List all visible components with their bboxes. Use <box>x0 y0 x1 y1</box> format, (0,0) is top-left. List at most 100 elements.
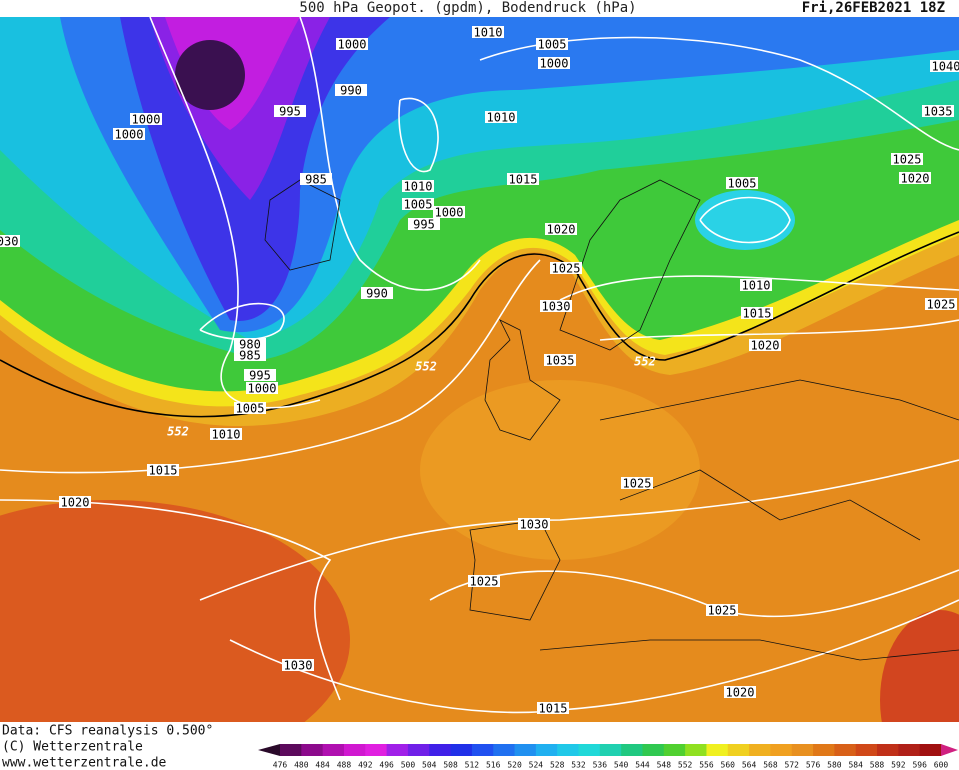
label-box <box>282 659 314 671</box>
isobar-label: 1035 <box>922 105 954 119</box>
label-box <box>335 84 367 96</box>
colorbar-swatch <box>450 744 473 756</box>
label-box <box>300 173 332 185</box>
label-text: 1000 <box>338 38 367 52</box>
isobar-label: 980 <box>234 338 266 352</box>
colorbar-swatch <box>898 744 921 756</box>
colorbar-swatch <box>727 744 750 756</box>
colorbar-label: 568 <box>763 761 778 770</box>
colorbar-swatch <box>578 744 601 756</box>
isobar-label: 990 <box>335 84 367 98</box>
colorbar-label: 508 <box>443 761 458 770</box>
label-box <box>507 173 539 185</box>
colorbar-swatch <box>642 744 665 756</box>
isobar-label: 1020 <box>899 172 931 186</box>
colorbar-label: 576 <box>806 761 821 770</box>
isobar-label: 1000 <box>113 128 145 142</box>
label-text: 1015 <box>743 307 772 321</box>
colorbar-label: 592 <box>891 761 906 770</box>
label-text: 1020 <box>61 496 90 510</box>
colorbar-swatch <box>429 744 452 756</box>
label-text: 1000 <box>435 206 464 220</box>
isobar-label: 995 <box>244 369 276 383</box>
label-box <box>536 38 568 50</box>
colorbar-swatch <box>365 744 388 756</box>
isobar-label: 1010 <box>740 279 772 293</box>
isobar-label: 1020 <box>724 686 756 700</box>
label-box <box>726 177 758 189</box>
isobar-label: 1025 <box>468 575 500 589</box>
colorbar-label: 520 <box>507 761 522 770</box>
colorbar-label: 536 <box>593 761 608 770</box>
label-text: 1015 <box>149 464 178 478</box>
isobar-label: 1030 <box>518 518 550 532</box>
colorbar-swatch <box>343 744 366 756</box>
label-box <box>724 686 756 698</box>
label-text: 1030 <box>542 300 571 314</box>
contour-label: 552 <box>167 425 189 439</box>
colorbar-label: 492 <box>358 761 373 770</box>
isobar-label: 1010 <box>472 26 504 40</box>
label-text: 1025 <box>893 153 922 167</box>
isobar-label: 1005 <box>726 177 758 191</box>
label-box <box>540 300 572 312</box>
isobar-label: 1035 <box>544 354 576 368</box>
isobar-label: 1010 <box>210 428 242 442</box>
isobar-label: 1020 <box>59 496 91 510</box>
label-text: 1025 <box>708 604 737 618</box>
colorbar-label: 572 <box>785 761 800 770</box>
isobar-label: 1000 <box>336 38 368 52</box>
label-text: 1025 <box>470 575 499 589</box>
label-text: 1025 <box>623 477 652 491</box>
label-text: 990 <box>366 287 388 301</box>
colorbar-arrow <box>258 744 280 756</box>
label-text: 1025 <box>927 298 956 312</box>
label-text: 1000 <box>540 57 569 71</box>
isobar-label: 1030 <box>0 235 20 249</box>
label-box <box>925 298 957 310</box>
colorbar-label: 600 <box>934 761 949 770</box>
label-text: 1030 <box>0 235 18 249</box>
credit: (C) Wetterzentrale <box>2 740 143 755</box>
label-box <box>402 180 434 192</box>
label-box <box>749 339 781 351</box>
label-text: 1005 <box>404 198 433 212</box>
label-box <box>336 38 368 50</box>
label-box <box>433 206 465 218</box>
label-box <box>246 382 278 394</box>
colorbar-label: 532 <box>571 761 586 770</box>
label-text: 980 <box>239 338 261 352</box>
label-text: 1010 <box>404 180 433 194</box>
label-box <box>408 218 440 230</box>
colorbar-label: 504 <box>422 761 437 770</box>
colorbar-swatch <box>514 744 537 756</box>
colorbar-label: 480 <box>294 761 309 770</box>
colorbar-label: 516 <box>486 761 501 770</box>
label-text: 1030 <box>284 659 313 673</box>
isobar-label: 1025 <box>925 298 957 312</box>
colorbar-swatch <box>813 744 835 756</box>
colorbar-swatch <box>407 744 430 756</box>
label-text: 1040 <box>932 60 959 74</box>
colorbar-arrow <box>941 744 958 756</box>
label-box <box>485 111 517 123</box>
isobar-label: 995 <box>274 105 306 119</box>
isobar-label: 1000 <box>538 57 570 71</box>
label-box <box>472 26 504 38</box>
label-text: 1020 <box>901 172 930 186</box>
colorbar-label: 488 <box>337 761 352 770</box>
colorbar-label: 476 <box>273 761 288 770</box>
label-box <box>706 604 738 616</box>
label-box <box>545 223 577 235</box>
isobar-label: 1010 <box>485 111 517 125</box>
isobar-label: 1040 <box>930 60 959 74</box>
isobar-label: 1000 <box>246 382 278 396</box>
isobar-label: 1010 <box>402 180 434 194</box>
colorbar-swatch <box>855 744 878 756</box>
isobar-label: 1000 <box>433 206 465 220</box>
label-text: 1015 <box>509 173 538 187</box>
label-text: 1015 <box>539 702 568 716</box>
colorbar-swatch <box>770 744 793 756</box>
